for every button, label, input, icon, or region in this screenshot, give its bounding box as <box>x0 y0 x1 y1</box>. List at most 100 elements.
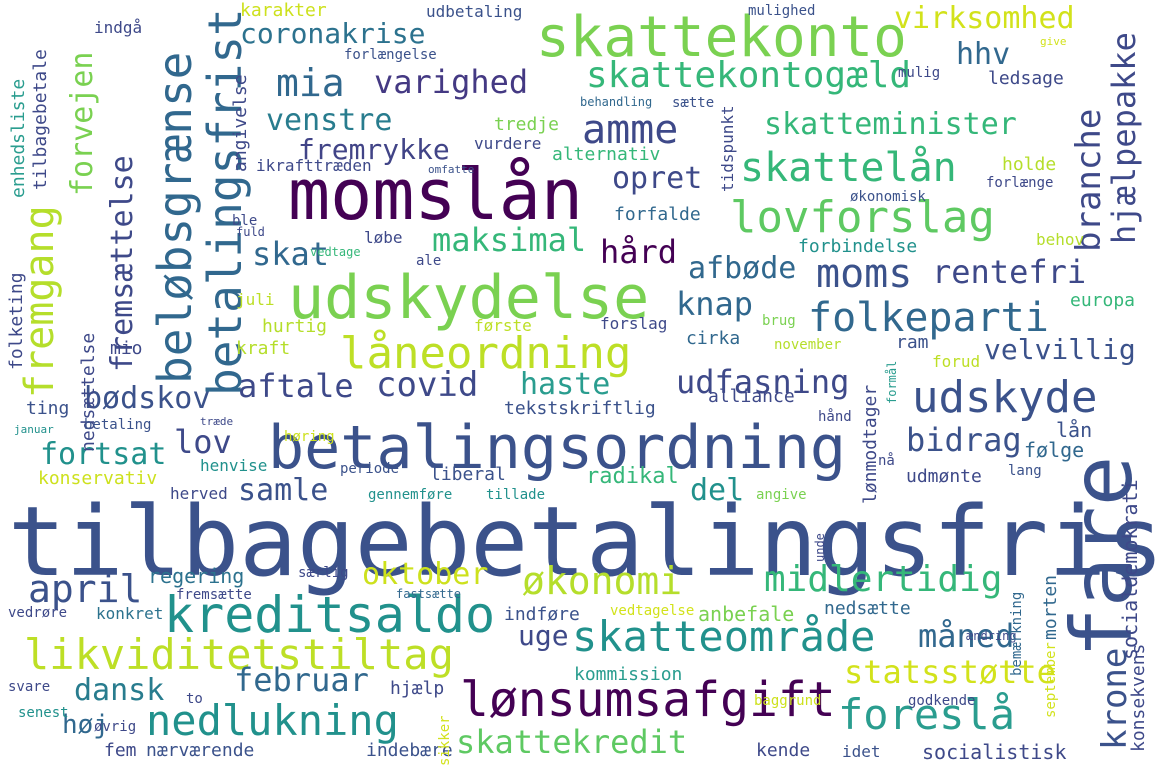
word: forslag <box>600 314 668 333</box>
word: radikal <box>586 464 679 489</box>
word: indgå <box>94 18 143 37</box>
word: høj <box>62 710 109 740</box>
word: udfasning <box>676 363 850 401</box>
word: forlængelse <box>344 47 437 63</box>
word: folketing <box>6 272 27 370</box>
word: mia <box>276 61 345 105</box>
word: mulig <box>898 65 941 81</box>
word: ledsage <box>988 68 1064 89</box>
word: fremrykke <box>298 133 450 166</box>
word: haste <box>520 367 611 402</box>
word: sætte <box>672 95 715 111</box>
word: bemærkning <box>1009 591 1025 676</box>
word: fastsætte <box>396 587 462 601</box>
word: alternativ <box>552 144 661 165</box>
word: vurdere <box>474 134 542 153</box>
word: februar <box>234 661 369 699</box>
word: særlig <box>298 565 349 581</box>
word: omfatte <box>428 163 475 176</box>
word: skat <box>252 235 330 273</box>
word: angivelse <box>230 74 251 172</box>
word: midlertidig <box>764 559 1003 600</box>
word: socialistisk <box>922 740 1067 764</box>
word: rentefri <box>932 253 1087 291</box>
word: venstre <box>266 103 393 138</box>
word: momslån <box>288 154 584 236</box>
word: mulighed <box>748 3 816 19</box>
word: morten <box>1040 574 1061 640</box>
word: brug <box>762 313 796 329</box>
word: to <box>186 691 203 707</box>
word: holde <box>1002 154 1057 175</box>
word: høring <box>284 429 335 445</box>
word: nedsættelse <box>78 332 99 452</box>
word: periode <box>340 461 400 477</box>
word: løbe <box>364 228 403 247</box>
word: lang <box>1008 463 1042 479</box>
word: konsekvens <box>1128 643 1149 752</box>
word: enhedsliste <box>8 78 29 198</box>
word: lån <box>1056 418 1093 442</box>
word: hjælp <box>390 678 445 699</box>
word: varighed <box>374 63 529 101</box>
word: uge <box>518 619 569 652</box>
word: baggrund <box>754 693 822 709</box>
word: september <box>1043 642 1059 718</box>
word: nedlukning <box>146 696 399 745</box>
word: november <box>774 337 842 353</box>
word: karakter <box>240 0 327 21</box>
word: lovforslag <box>730 192 995 243</box>
word: tidspunkt <box>718 105 737 192</box>
word: angive <box>756 487 807 503</box>
word: økonomi <box>522 559 683 603</box>
word: januar <box>14 423 54 436</box>
word: hjælpepakke <box>1105 32 1143 244</box>
word: april <box>28 567 143 611</box>
word: forfalde <box>614 204 701 225</box>
word: tilbagebetale <box>30 49 51 190</box>
word: måned <box>918 617 1015 655</box>
word: behandling <box>580 95 653 109</box>
word: opret <box>612 161 703 196</box>
word: covid <box>376 365 479 405</box>
word: følge <box>1024 438 1085 462</box>
word: alliance <box>708 386 795 407</box>
word: aftale <box>238 367 354 405</box>
word: foreslå <box>838 690 1016 739</box>
word: lønsumsafgift <box>460 672 836 728</box>
word: mio <box>110 338 143 359</box>
word: krone <box>1095 647 1135 750</box>
word: beløbsgrænse <box>148 51 202 384</box>
word: moms <box>816 251 913 297</box>
word: ting <box>26 398 70 419</box>
word: hurtig <box>262 316 328 337</box>
word: dansk <box>74 673 165 708</box>
word: kende <box>756 740 811 761</box>
word: hhv <box>956 37 1011 72</box>
word: kreditsaldo <box>164 586 496 644</box>
word: hånd <box>818 409 852 425</box>
word: samle <box>238 473 329 508</box>
word: tekstskriftlig <box>504 398 656 419</box>
word: hård <box>600 233 678 271</box>
word: økonomisk <box>850 189 926 205</box>
word: forvejen <box>65 51 100 197</box>
word: nå <box>878 453 895 469</box>
word: skattekredit <box>456 723 688 761</box>
word: konservativ <box>38 468 158 489</box>
word: vedrøre <box>8 605 68 621</box>
word: udskydelse <box>288 263 650 333</box>
word: træde <box>200 415 234 428</box>
word: skatteområde <box>572 612 876 661</box>
word: socialdemokrati <box>1118 479 1142 660</box>
word: sikker <box>437 715 453 766</box>
word: formål <box>885 360 899 404</box>
word: amme <box>582 107 679 153</box>
word: statsstøtte <box>844 653 1056 691</box>
word: virksomhed <box>894 1 1075 36</box>
word: godkende <box>908 693 976 709</box>
word: betaling <box>84 417 152 433</box>
word: kommission <box>574 664 683 685</box>
word: låneordning <box>340 328 632 379</box>
